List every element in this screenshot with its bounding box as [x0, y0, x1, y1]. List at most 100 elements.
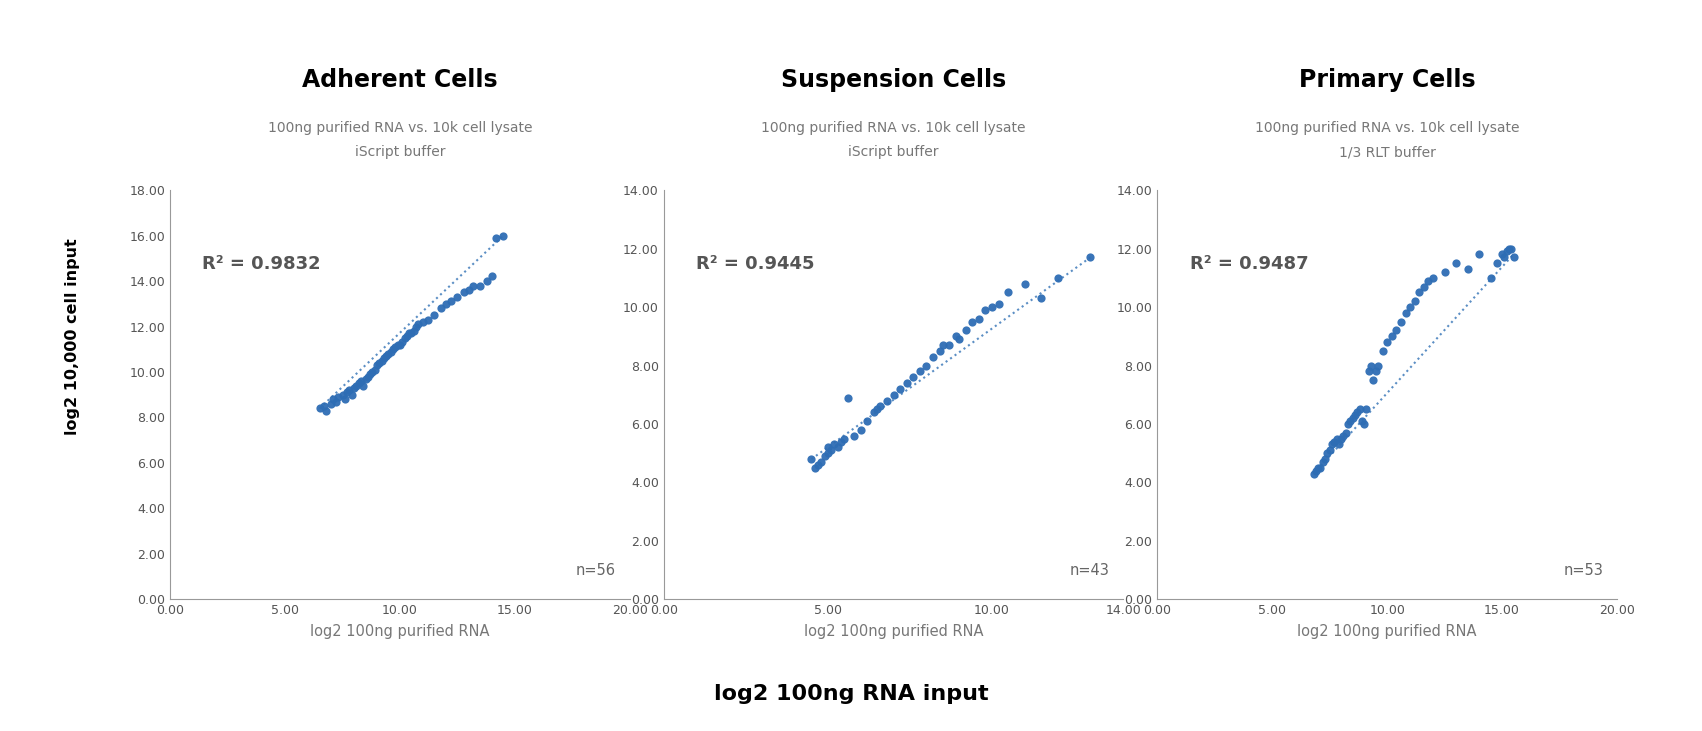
Text: log2 10,000 cell input: log2 10,000 cell input — [65, 238, 80, 435]
Point — [946, 333, 974, 345]
Text: R² = 0.9445: R² = 0.9445 — [696, 254, 815, 273]
Point — [814, 447, 841, 459]
X-axis label: log2 100ng purified RNA: log2 100ng purified RNA — [310, 624, 490, 639]
Point — [313, 405, 340, 417]
Text: iScript buffer: iScript buffer — [848, 145, 940, 159]
Point — [905, 366, 933, 377]
Point — [356, 368, 383, 380]
Point — [1312, 453, 1339, 465]
Point — [1321, 436, 1348, 447]
Point — [1392, 307, 1419, 319]
Point — [1397, 301, 1425, 313]
Point — [366, 357, 393, 368]
Point — [361, 364, 388, 376]
Point — [854, 415, 882, 427]
Point — [808, 456, 836, 468]
Point — [1411, 281, 1438, 292]
Point — [334, 387, 361, 398]
Text: n=53: n=53 — [1562, 564, 1603, 578]
Point — [1488, 249, 1516, 260]
Point — [1360, 374, 1387, 386]
Point — [386, 339, 414, 351]
Point — [1348, 415, 1375, 427]
Point — [398, 327, 426, 339]
Point — [1382, 325, 1409, 336]
Point — [1307, 462, 1334, 474]
Point — [402, 321, 429, 333]
Point — [317, 398, 344, 409]
Point — [1028, 292, 1055, 304]
Point — [880, 389, 907, 401]
Point — [352, 373, 380, 385]
Point — [1491, 251, 1518, 263]
Point — [1431, 266, 1459, 278]
Text: 1/3 RLT buffer: 1/3 RLT buffer — [1339, 145, 1435, 159]
Point — [320, 393, 347, 405]
Point — [1358, 360, 1385, 371]
Point — [1343, 406, 1370, 418]
Point — [1316, 444, 1343, 456]
Text: n=43: n=43 — [1069, 564, 1110, 578]
Point — [802, 462, 829, 474]
Point — [1329, 430, 1356, 442]
Point — [994, 287, 1021, 298]
Point — [400, 325, 427, 337]
Point — [887, 383, 914, 395]
Point — [919, 351, 946, 363]
Text: Adherent Cells: Adherent Cells — [303, 69, 497, 92]
Point — [1454, 263, 1481, 275]
Point — [805, 459, 832, 471]
Point — [863, 404, 890, 415]
Point — [1304, 462, 1331, 474]
Point — [1374, 336, 1401, 348]
Point — [391, 332, 419, 344]
Point — [473, 275, 500, 287]
Point — [339, 389, 366, 401]
Point — [342, 380, 369, 392]
Point — [364, 360, 391, 371]
Text: 100ng purified RNA vs. 10k cell lysate: 100ng purified RNA vs. 10k cell lysate — [267, 121, 533, 135]
Point — [1387, 316, 1414, 327]
Point — [1351, 418, 1379, 430]
Point — [824, 442, 851, 453]
Point — [912, 360, 940, 371]
Point — [385, 339, 412, 351]
Point — [1319, 439, 1346, 450]
Point — [1341, 409, 1368, 421]
Point — [1496, 243, 1523, 254]
Point — [873, 395, 900, 406]
Point — [1309, 456, 1336, 468]
Point — [1368, 345, 1396, 357]
Text: iScript buffer: iScript buffer — [354, 145, 446, 159]
Point — [478, 270, 505, 282]
Point — [444, 291, 471, 303]
Point — [820, 439, 848, 450]
Text: Suspension Cells: Suspension Cells — [781, 69, 1006, 92]
Point — [1498, 243, 1525, 254]
Point — [347, 375, 374, 387]
Point — [368, 355, 395, 366]
Point — [408, 316, 436, 327]
Point — [1443, 257, 1471, 269]
Point — [432, 298, 460, 310]
Point — [437, 295, 465, 307]
Point — [335, 385, 363, 396]
Point — [328, 389, 356, 401]
Point — [325, 391, 352, 403]
Point — [346, 377, 373, 389]
Point — [310, 401, 337, 412]
X-axis label: log2 100ng purified RNA: log2 100ng purified RNA — [803, 624, 984, 639]
Point — [1302, 465, 1329, 477]
Point — [1300, 468, 1328, 480]
Point — [1419, 272, 1447, 284]
Point — [848, 424, 875, 436]
Point — [374, 348, 402, 360]
Point — [1314, 447, 1341, 459]
Point — [943, 330, 970, 342]
Point — [1334, 418, 1362, 430]
Point — [420, 309, 448, 321]
Point — [1465, 249, 1493, 260]
Point — [380, 344, 407, 355]
Point — [456, 284, 483, 296]
X-axis label: log2 100ng purified RNA: log2 100ng purified RNA — [1297, 624, 1477, 639]
